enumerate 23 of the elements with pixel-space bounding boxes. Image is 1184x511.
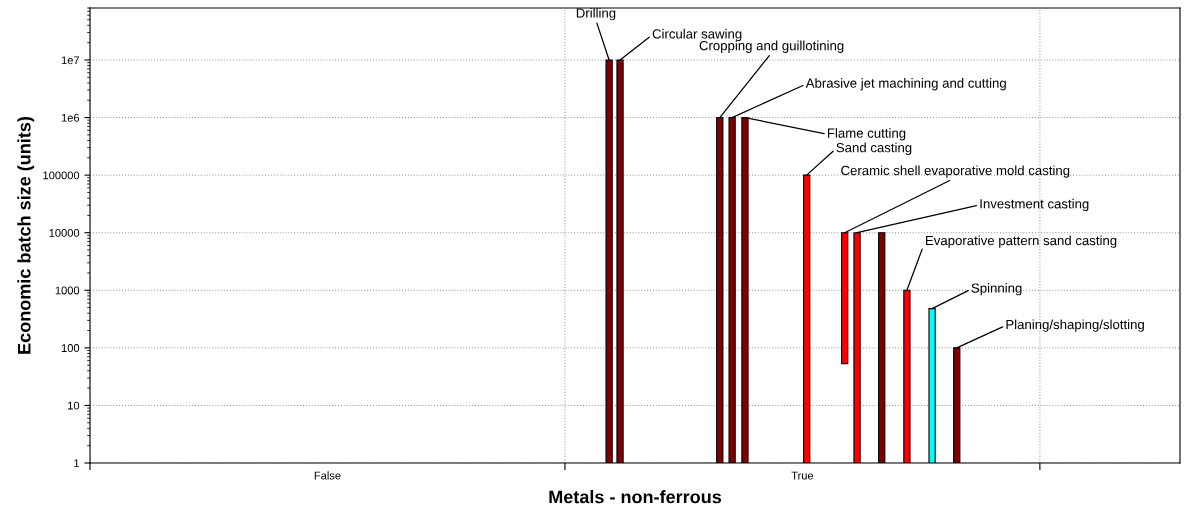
y-tick-label: 10 [68,401,80,410]
text: Sand casting [836,142,912,155]
y-axis-title: Economic batch size (units) [17,117,35,354]
text: Abrasive jet machining and cutting [805,78,1006,91]
y-tick-label: 1e6 [61,113,80,122]
y-tick-label: 1000 [55,286,80,295]
text: Planing/shaping/slotting [1006,319,1144,332]
text: Drilling [576,8,616,21]
y-tick-label: 10000 [49,228,80,237]
x-tick-label: True [791,471,814,480]
text: Cropping and guillotining [699,40,844,53]
y-tick-label: 100000 [43,171,80,180]
text: Ceramic shell evaporative mold casting [841,165,1070,178]
y-tick-label: 1e7 [61,56,80,65]
y-tick-label: 100 [61,344,80,352]
text: Spinning [971,283,1022,296]
y-tick-label: 1 [74,459,80,468]
x-tick-label: False [314,471,341,480]
text: Circular sawing [652,28,742,42]
text: Flame cutting [827,128,906,141]
x-axis-title: Metals - non-ferrous [549,490,722,504]
text: Investment casting [980,198,1089,212]
text: Evaporative pattern sand casting [926,235,1117,248]
